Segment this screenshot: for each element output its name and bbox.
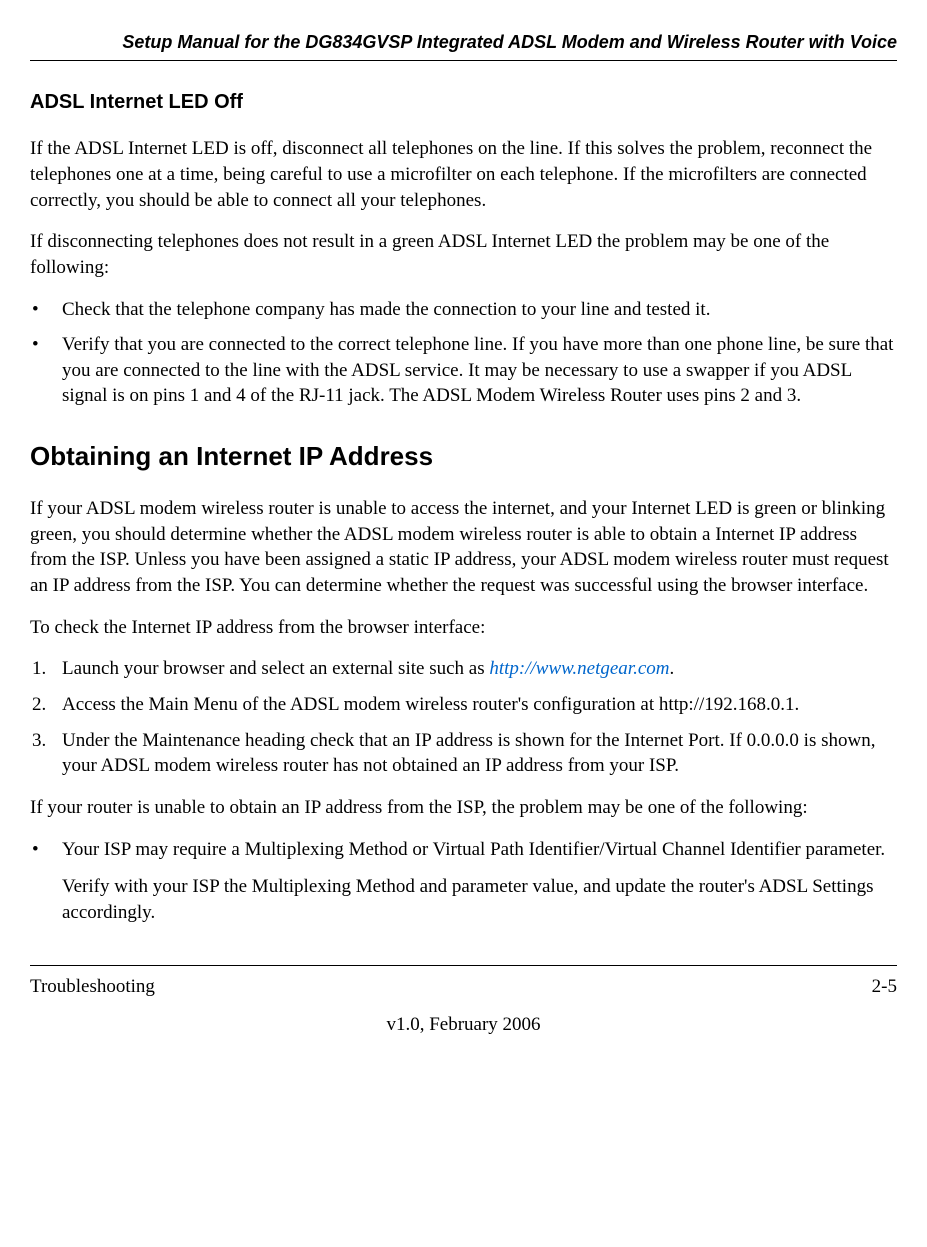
numbered-marker: 1. bbox=[30, 656, 62, 682]
footer-page-number: 2-5 bbox=[872, 974, 897, 1000]
paragraph: If disconnecting telephones does not res… bbox=[30, 229, 897, 280]
numbered-item: 2. Access the Main Menu of the ADSL mode… bbox=[30, 692, 897, 718]
footer-version: v1.0, February 2006 bbox=[30, 1012, 897, 1038]
numbered-text: Launch your browser and select an extern… bbox=[62, 656, 897, 682]
step-text-before: Launch your browser and select an extern… bbox=[62, 658, 489, 679]
paragraph: If your ADSL modem wireless router is un… bbox=[30, 496, 897, 599]
step-text-after: . bbox=[669, 658, 674, 679]
external-link[interactable]: http://www.netgear.com bbox=[489, 658, 669, 679]
numbered-item: 3. Under the Maintenance heading check t… bbox=[30, 728, 897, 779]
bullet-sub-text: Verify with your ISP the Multiplexing Me… bbox=[62, 874, 897, 925]
bullet-marker: • bbox=[30, 332, 62, 409]
numbered-list: 1. Launch your browser and select an ext… bbox=[30, 656, 897, 779]
page-header: Setup Manual for the DG834GVSP Integrate… bbox=[30, 30, 897, 61]
numbered-text: Under the Maintenance heading check that… bbox=[62, 728, 897, 779]
numbered-text: Access the Main Menu of the ADSL modem w… bbox=[62, 692, 897, 718]
bullet-list: • Check that the telephone company has m… bbox=[30, 297, 897, 410]
bullet-main-text: Your ISP may require a Multiplexing Meth… bbox=[62, 837, 897, 863]
numbered-marker: 3. bbox=[30, 728, 62, 779]
footer-chapter: Troubleshooting bbox=[30, 974, 155, 1000]
bullet-text: Verify that you are connected to the cor… bbox=[62, 332, 897, 409]
numbered-marker: 2. bbox=[30, 692, 62, 718]
section-heading-adsl: ADSL Internet LED Off bbox=[30, 89, 897, 116]
bullet-list: • Your ISP may require a Multiplexing Me… bbox=[30, 837, 897, 926]
bullet-item: • Your ISP may require a Multiplexing Me… bbox=[30, 837, 897, 926]
paragraph: To check the Internet IP address from th… bbox=[30, 615, 897, 641]
bullet-marker: • bbox=[30, 297, 62, 323]
paragraph: If the ADSL Internet LED is off, disconn… bbox=[30, 136, 897, 213]
bullet-text: Check that the telephone company has mad… bbox=[62, 297, 897, 323]
page-footer: Troubleshooting 2-5 v1.0, February 2006 bbox=[30, 965, 897, 1037]
bullet-item: • Verify that you are connected to the c… bbox=[30, 332, 897, 409]
bullet-item: • Check that the telephone company has m… bbox=[30, 297, 897, 323]
numbered-item: 1. Launch your browser and select an ext… bbox=[30, 656, 897, 682]
bullet-text: Your ISP may require a Multiplexing Meth… bbox=[62, 837, 897, 926]
paragraph: If your router is unable to obtain an IP… bbox=[30, 795, 897, 821]
section-heading-ip: Obtaining an Internet IP Address bbox=[30, 439, 897, 474]
bullet-marker: • bbox=[30, 837, 62, 926]
